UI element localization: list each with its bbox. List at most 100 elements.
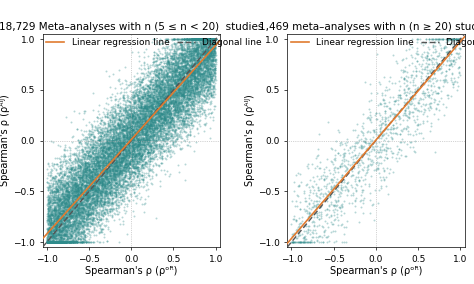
Point [82,140,90,145]
Point [46,240,54,244]
Point [175,77,182,82]
Point [112,208,120,212]
Point [205,56,212,61]
Point [145,86,153,90]
Point [114,124,122,128]
Point [68,211,76,216]
Point [75,191,82,195]
Point [302,228,310,233]
Point [146,131,153,136]
Point [181,87,188,92]
Point [119,109,127,113]
Point [206,135,214,140]
Point [178,100,185,104]
Point [50,205,57,210]
Point [423,70,430,75]
Point [151,105,159,110]
Point [108,173,116,177]
Point [173,101,181,105]
Point [116,113,124,118]
Point [174,60,182,64]
Point [101,169,109,174]
Point [340,147,347,151]
Point [73,207,81,212]
Point [69,205,76,209]
Point [45,237,52,242]
Point [177,91,185,95]
Point [56,198,64,202]
Point [74,158,82,162]
Point [180,84,188,89]
Point [112,190,119,194]
Point [112,132,119,137]
Point [87,207,94,212]
Point [110,130,118,135]
Point [161,96,168,101]
Point [80,234,88,239]
Point [109,158,117,163]
Point [377,124,384,129]
Point [129,101,137,106]
Point [107,135,114,140]
Point [440,46,448,51]
Point [68,180,75,185]
Point [45,226,53,231]
Point [58,205,65,210]
Point [84,212,92,217]
Point [197,68,204,72]
Point [91,183,98,187]
Point [66,210,73,214]
Point [107,207,115,211]
Point [76,204,83,208]
Point [186,97,194,101]
Point [84,206,92,210]
Point [301,240,309,244]
Point [97,208,104,213]
Point [49,236,57,241]
Point [321,174,329,178]
Point [114,120,121,124]
Point [81,169,88,174]
Point [92,161,100,165]
Point [144,150,151,154]
Point [63,215,70,219]
Point [154,90,162,95]
Point [169,134,176,138]
Point [201,65,209,70]
Point [179,109,187,113]
Point [86,142,93,146]
Point [135,119,143,124]
Point [72,216,79,220]
Point [187,102,194,107]
Point [101,197,109,201]
Point [210,37,218,41]
Point [139,112,146,116]
Point [170,88,177,92]
Point [208,37,216,41]
Point [180,37,188,41]
Point [104,168,112,173]
Point [202,37,210,41]
Point [176,65,183,70]
Point [189,78,196,83]
Point [80,193,87,197]
Point [100,141,108,146]
Point [171,108,178,112]
Point [50,235,58,239]
Point [306,214,313,218]
Point [92,188,100,193]
Point [164,80,172,84]
Point [380,147,388,152]
Point [424,61,432,66]
Point [162,101,169,105]
Point [146,106,154,110]
Point [134,171,142,176]
Point [196,69,204,74]
Point [133,145,141,150]
Point [196,46,204,51]
Point [176,58,183,62]
Point [81,230,88,234]
Point [59,203,67,207]
Point [77,212,85,216]
Point [158,123,166,127]
